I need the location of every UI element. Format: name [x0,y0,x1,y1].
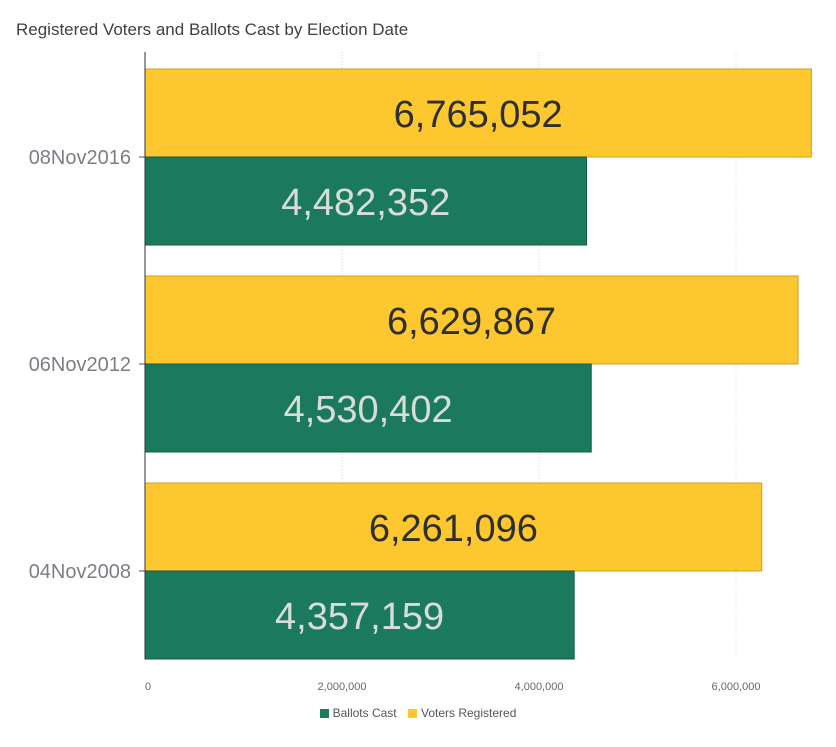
category-label-2: 04Nov2008 [29,561,131,583]
category-label-1: 06Nov2012 [29,354,131,376]
bar-voters-registered-1[interactable] [144,275,799,365]
data-label-voters-registered-1: 6,629,867 [387,301,556,343]
bar-chart: 6,765,052 4,482,352 08Nov2016 6,629,867 4,53… [29,52,812,693]
category-label-0: 08Nov2016 [29,147,131,169]
x-tick-label-0: 0 [145,681,151,693]
legend-item-ballots-cast[interactable]: Ballots Cast [319,706,397,720]
chart-legend: Ballots Cast Voters Registered [0,706,836,720]
legend-swatch-ballots-cast [319,709,329,718]
x-tick-label-3: 6,000,000 [712,681,761,693]
data-label-ballots-cast-0: 4,482,352 [281,182,450,224]
legend-label-voters-registered: Voters Registered [420,706,517,720]
data-label-ballots-cast-1: 4,530,402 [284,389,453,431]
data-label-ballots-cast-2: 4,357,159 [275,596,444,638]
legend-swatch-voters-registered [407,709,417,718]
x-tick-label-2: 4,000,000 [515,681,564,693]
chart-title: Registered Voters and Ballots Cast by El… [16,20,409,39]
bar-ballots-cast-2[interactable] [144,570,575,660]
data-label-voters-registered-0: 6,765,052 [394,94,563,136]
legend-item-voters-registered[interactable]: Voters Registered [407,706,517,720]
bar-voters-registered-0[interactable] [144,68,812,158]
legend-label-ballots-cast: Ballots Cast [332,706,397,720]
bar-ballots-cast-0[interactable] [144,156,588,246]
x-tick-label-1: 2,000,000 [318,681,367,693]
bar-ballots-cast-1[interactable] [144,363,592,453]
data-label-voters-registered-2: 6,261,096 [369,508,538,550]
